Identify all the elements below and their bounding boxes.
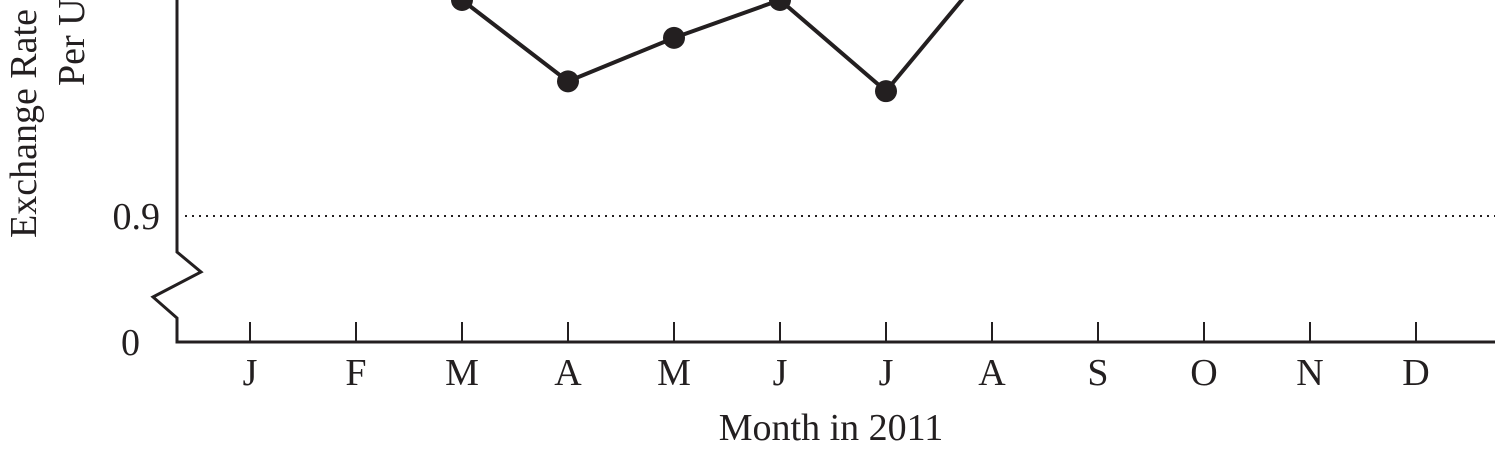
data-point (875, 80, 897, 103)
x-tick-label: N (1296, 352, 1323, 394)
data-point (557, 70, 579, 93)
x-tick-label: J (243, 352, 258, 394)
y-axis (150, 0, 204, 342)
data-line (460, 0, 965, 95)
x-tick-label: M (445, 352, 479, 394)
y-axis-title-line: Exchange Rate (3, 9, 45, 238)
y-tick-label: 0.9 (113, 196, 161, 238)
x-tick-label: A (554, 352, 582, 394)
x-tick-label: A (978, 352, 1006, 394)
x-tick-label: S (1087, 352, 1108, 394)
y-axis-title: Exchange Rate Per U (3, 0, 93, 238)
y-tick-label: 0 (121, 322, 140, 364)
x-tick-label: J (773, 352, 788, 394)
x-tick-label: O (1190, 352, 1217, 394)
data-point (769, 0, 791, 11)
x-tick-label: M (657, 352, 691, 394)
x-axis-title: Month in 2011 (719, 407, 944, 449)
data-point (451, 0, 473, 11)
y-axis-title-line: Per U (51, 0, 93, 86)
data-point (663, 26, 685, 49)
x-tick-label: J (879, 352, 894, 394)
x-tick-label: D (1402, 352, 1429, 394)
x-tick-label: F (345, 352, 366, 394)
